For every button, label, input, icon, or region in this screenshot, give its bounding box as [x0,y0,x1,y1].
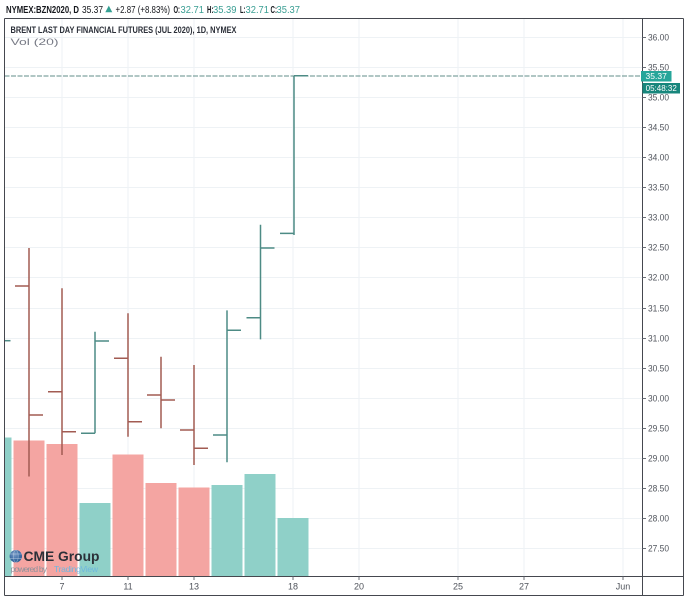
svg-text:34.50: 34.50 [648,123,669,133]
svg-text:27: 27 [519,582,529,592]
svg-text:TradingView: TradingView [54,564,99,574]
svg-text:11: 11 [123,582,132,592]
svg-text:35.37: 35.37 [277,5,301,16]
svg-text:35.37: 35.37 [82,5,103,16]
svg-text:35.37: 35.37 [646,71,668,81]
svg-text:35.50: 35.50 [648,63,669,73]
svg-text:20: 20 [354,582,364,592]
svg-text:34.00: 34.00 [648,153,669,163]
svg-text:13: 13 [189,582,199,592]
svg-text:BRENT LAST DAY FINANCIAL FUTUR: BRENT LAST DAY FINANCIAL FUTURES (JUL 20… [11,25,238,36]
svg-text:7: 7 [59,582,64,592]
svg-text:05:48:32: 05:48:32 [646,84,678,93]
svg-text:35.39: 35.39 [213,5,237,16]
svg-text:36.00: 36.00 [648,33,669,43]
svg-text:powered by: powered by [11,564,48,574]
svg-text:NYMEX:BZN2020, D: NYMEX:BZN2020, D [6,5,79,16]
svg-text:30.50: 30.50 [648,364,669,374]
svg-text:Vol (20): Vol (20) [11,37,59,48]
svg-text:29.50: 29.50 [648,424,669,434]
svg-text:30.00: 30.00 [648,394,669,404]
svg-text:31.50: 31.50 [648,304,669,314]
svg-text:28.50: 28.50 [648,484,669,494]
svg-text:Jun: Jun [616,582,631,592]
svg-text:+2.87 (+8.83%): +2.87 (+8.83%) [116,5,171,16]
svg-text:CME Group: CME Group [24,549,100,564]
svg-text:H:: H: [207,5,214,16]
svg-text:31.00: 31.00 [648,334,669,344]
svg-text:C:: C: [271,5,278,16]
svg-text:32.71: 32.71 [246,5,270,16]
svg-text:27.50: 27.50 [648,544,669,554]
svg-text:32.00: 32.00 [648,273,669,283]
svg-text:28.00: 28.00 [648,514,669,524]
svg-text:33.00: 33.00 [648,213,669,223]
svg-text:29.00: 29.00 [648,454,669,464]
svg-text:25: 25 [453,582,463,592]
svg-text:33.50: 33.50 [648,183,669,193]
svg-text:32.71: 32.71 [181,5,205,16]
svg-text:L:: L: [240,5,246,16]
svg-text:35.00: 35.00 [648,93,669,103]
svg-text:18: 18 [288,582,298,592]
svg-text:32.50: 32.50 [648,243,669,253]
svg-text:O:: O: [174,5,181,16]
